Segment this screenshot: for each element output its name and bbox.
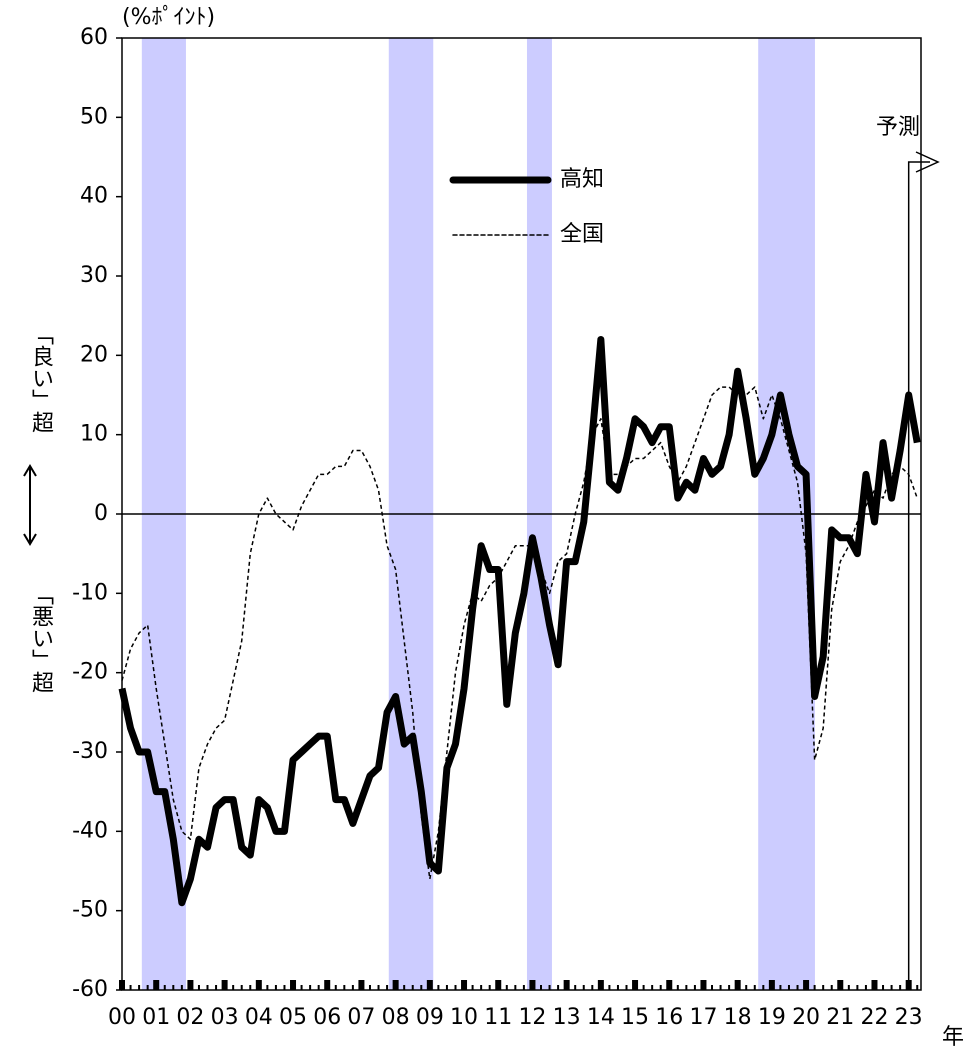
x-tick (803, 980, 810, 990)
x-tick (221, 980, 228, 990)
x-unit: 年 (942, 1025, 964, 1049)
x-tick (324, 980, 331, 990)
x-tick-label: 16 (655, 1005, 683, 1030)
x-tick (495, 980, 502, 990)
x-tick-label: 02 (176, 1005, 204, 1030)
x-tick-label: 05 (279, 1005, 307, 1030)
legend-label: 全国 (560, 222, 604, 247)
x-tick-label: 13 (553, 1005, 581, 1030)
x-tick-label: 04 (245, 1005, 273, 1030)
y-tick-label: 20 (80, 342, 108, 367)
forecast-arrow (907, 161, 930, 990)
x-tick (290, 980, 297, 990)
y-tick-label: -50 (72, 898, 108, 923)
x-tick (734, 980, 741, 990)
x-tick (255, 980, 262, 990)
x-tick-label: 08 (382, 1005, 410, 1030)
y-tick-label: 30 (80, 263, 108, 288)
x-tick-label: 21 (826, 1005, 854, 1030)
x-tick (563, 980, 570, 990)
x-tick (597, 980, 604, 990)
y-label-arrow (23, 464, 37, 546)
x-tick-label: 14 (587, 1005, 615, 1030)
x-tick (632, 980, 639, 990)
y-tick-label: -40 (72, 818, 108, 843)
y-tick-label: 60 (80, 25, 108, 50)
x-tick (461, 980, 468, 990)
x-tick (187, 980, 194, 990)
y-label-top: 「良い」超 (28, 323, 54, 433)
x-tick (358, 980, 365, 990)
x-tick-label: 10 (450, 1005, 478, 1030)
x-tick-label: 12 (518, 1005, 546, 1030)
x-tick-label: 11 (484, 1005, 512, 1030)
y-tick-label: 40 (80, 184, 108, 209)
x-tick (666, 980, 673, 990)
x-tick-label: 17 (689, 1005, 717, 1030)
x-tick-label: 03 (211, 1005, 239, 1030)
x-tick (392, 980, 399, 990)
x-tick-label: 00 (108, 1005, 136, 1030)
y-label-bottom: 「悪い」超 (28, 583, 54, 693)
x-tick (153, 980, 160, 990)
x-tick-label: 23 (895, 1005, 923, 1030)
y-tick-label: -20 (72, 660, 108, 685)
x-tick (837, 980, 844, 990)
x-tick (700, 980, 707, 990)
x-tick (529, 980, 536, 990)
x-tick-label: 09 (416, 1005, 444, 1030)
x-tick-label: 06 (313, 1005, 341, 1030)
y-tick-label: -30 (72, 739, 108, 764)
series-line (118, 335, 921, 907)
plot-frame (121, 37, 922, 991)
x-tick-label: 19 (758, 1005, 786, 1030)
x-tick (871, 980, 878, 990)
y-tick-label: 0 (94, 501, 108, 526)
x-tick (426, 980, 433, 990)
y-tick-label: 10 (80, 422, 108, 447)
y-tick-label: -10 (72, 580, 108, 605)
y-tick-label: -60 (72, 977, 108, 1002)
forecast-label: 予測 (876, 115, 920, 140)
x-tick-label: 18 (724, 1005, 752, 1030)
x-tick-label: 22 (860, 1005, 888, 1030)
x-tick-label: 15 (621, 1005, 649, 1030)
y-unit: (%ﾎﾟｲﾝﾄ) (122, 5, 215, 30)
x-tick (768, 980, 775, 990)
forecast-arrowhead (915, 151, 940, 173)
x-tick-label: 01 (142, 1005, 170, 1030)
y-tick-label: 50 (80, 104, 108, 129)
legend-label: 高知 (560, 167, 604, 192)
x-tick-label: 20 (792, 1005, 820, 1030)
x-tick-label: 07 (347, 1005, 375, 1030)
